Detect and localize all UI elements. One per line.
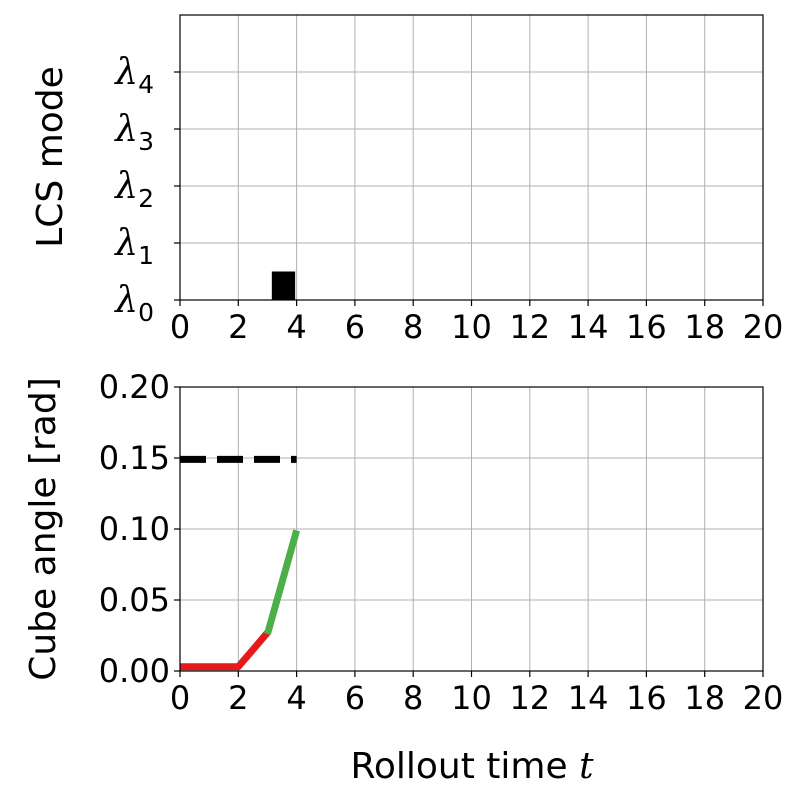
cube-angle-ytick-label: 0.15	[99, 439, 170, 477]
lcs-mode-xtick-label: 0	[170, 308, 190, 346]
lcs-mode-xtick-label: 18	[684, 308, 725, 346]
lambda-subscript: 3	[138, 127, 154, 156]
cube-angle-xtick-label: 8	[403, 679, 423, 717]
cube-angle-series	[180, 455, 300, 671]
lcs-mode-xtick-label: 12	[509, 308, 550, 346]
cube-angle-ytick-label: 0.10	[99, 510, 170, 548]
cube-angle-xtick-label: 4	[286, 679, 306, 717]
cube-angle-ytick-label: 0.05	[99, 581, 170, 619]
lcs-mode-bar	[271, 271, 296, 300]
lcs-mode-ylabel: LCS mode	[30, 66, 71, 248]
cube-angle-chart: 0 2 4 6 8 10 12 14 16 18 20 0.00 0.05 0.10 0.15 0.20 Cu…	[23, 368, 783, 787]
cube-angle-ytick-label: 0.20	[99, 368, 170, 406]
lcs-mode-xtick-label: 2	[228, 308, 248, 346]
cube-angle-xtick-label: 18	[684, 679, 725, 717]
lcs-mode-xtick-label: 10	[451, 308, 492, 346]
cube-angle-xtick-label: 0	[170, 679, 190, 717]
lcs-mode-ytick-label: λ0	[113, 280, 154, 327]
cube-angle-xtick-label: 12	[509, 679, 550, 717]
lcs-mode-ytick-label: λ2	[113, 166, 154, 213]
lcs-mode-ytick-label: λ3	[113, 109, 154, 156]
lcs-mode-ytick-label: λ1	[113, 223, 154, 270]
cube-angle-ylabel: Cube angle [rad]	[23, 377, 64, 681]
lcs-mode-xtick-label: 4	[286, 308, 306, 346]
lambda-symbol: λ	[113, 223, 138, 264]
series-segment-green	[264, 529, 300, 636]
lambda-symbol: λ	[113, 280, 138, 321]
lcs-mode-xtick-label: 16	[626, 308, 667, 346]
lcs-mode-grid	[179, 15, 764, 301]
lcs-mode-xtick-label: 20	[743, 308, 784, 346]
lambda-subscript: 4	[138, 70, 154, 99]
lcs-mode-xtick-label: 14	[568, 308, 609, 346]
xlabel-text: Rollout time	[350, 746, 579, 787]
cube-angle-xtick-label: 2	[228, 679, 248, 717]
lcs-mode-ytick-label: λ4	[113, 52, 154, 99]
rollout-time-xlabel: Rollout time t	[350, 746, 594, 787]
lambda-subscript: 2	[138, 184, 154, 213]
cube-angle-xtick-label: 14	[568, 679, 609, 717]
cube-angle-xtick-label: 20	[743, 679, 784, 717]
xlabel-variable: t	[579, 746, 594, 787]
lambda-symbol: λ	[113, 52, 138, 93]
lcs-mode-bars	[271, 271, 296, 300]
cube-angle-xtick-label: 10	[451, 679, 492, 717]
lambda-symbol: λ	[113, 166, 138, 207]
lambda-subscript: 0	[138, 298, 154, 327]
cube-angle-xtick-label: 6	[345, 679, 365, 717]
lcs-mode-xtick-label: 8	[403, 308, 423, 346]
lambda-symbol: λ	[113, 109, 138, 150]
lcs-mode-xtick-label: 6	[345, 308, 365, 346]
cube-angle-xtick-label: 16	[626, 679, 667, 717]
cube-angle-ytick-label: 0.00	[99, 652, 170, 690]
series-segment-red	[180, 630, 271, 671]
lambda-subscript: 1	[138, 241, 154, 270]
cube-angle-ticks: 0 2 4 6 8 10 12 14 16 18 20 0.00 0.05 0.10 0.15 0.20	[99, 368, 784, 717]
